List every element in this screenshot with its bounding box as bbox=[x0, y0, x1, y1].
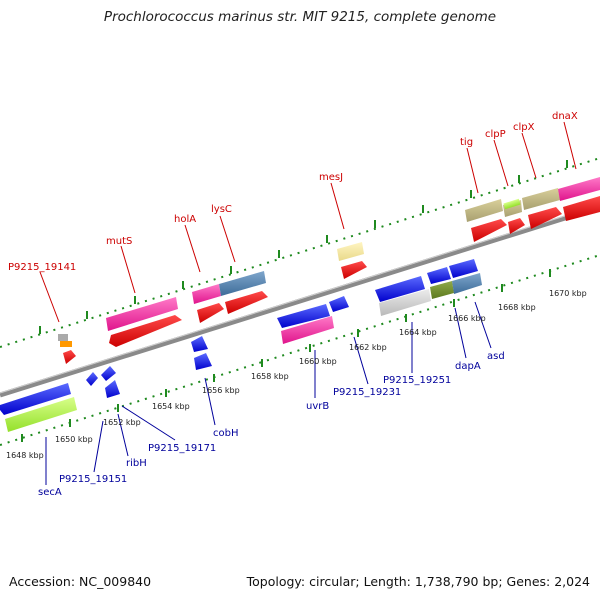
gene-cobH-arrow2[interactable] bbox=[194, 353, 212, 370]
label-P9215_19151[interactable]: P9215_19151 bbox=[59, 474, 127, 485]
label-lysC[interactable]: lysC bbox=[211, 204, 232, 215]
gene-small-orange[interactable] bbox=[60, 341, 72, 347]
tick-label: 1656 kbp bbox=[202, 386, 240, 395]
gene-holA-arrow[interactable] bbox=[197, 303, 224, 323]
label-clpX[interactable]: clpX bbox=[513, 122, 535, 133]
label-uvrB[interactable]: uvrB bbox=[306, 401, 329, 412]
label-asd[interactable]: asd bbox=[487, 351, 505, 362]
scale-labels: 1648 kbp 1650 kbp 1652 kbp 1654 kbp 1656… bbox=[6, 289, 587, 460]
label-P9215_19251[interactable]: P9215_19251 bbox=[383, 375, 451, 386]
leader-lines-top bbox=[39, 121, 577, 323]
tick-label: 1654 kbp bbox=[152, 402, 190, 411]
labels-top: P9215_19141 mutS holA lysC mesJ tig clpP… bbox=[8, 111, 578, 273]
bottom-track bbox=[0, 254, 600, 446]
gene-P9215_19251-box[interactable] bbox=[379, 289, 431, 316]
map-title: Prochlorococcus marinus str. MIT 9215, c… bbox=[103, 9, 497, 25]
tick-label: 1664 kbp bbox=[399, 328, 437, 337]
label-dnaX[interactable]: dnaX bbox=[552, 111, 578, 122]
label-clpP[interactable]: clpP bbox=[485, 129, 506, 140]
gene-mutS-arrow[interactable] bbox=[109, 315, 182, 347]
tick-label: 1668 kbp bbox=[498, 303, 536, 312]
gene-secA-arrow[interactable] bbox=[0, 383, 71, 415]
genome-stats-text: Topology: circular; Length: 1,738,790 bp… bbox=[246, 574, 590, 589]
label-P9215_19171[interactable]: P9215_19171 bbox=[148, 443, 216, 454]
gene-dapA-box[interactable] bbox=[430, 281, 454, 299]
label-P9215_19231[interactable]: P9215_19231 bbox=[333, 387, 401, 398]
gene-cobH-arrow1[interactable] bbox=[191, 336, 208, 352]
tick-label: 1648 kbp bbox=[6, 451, 44, 460]
backbone-highlight bbox=[0, 204, 600, 394]
gene-P9215_19171-arrow[interactable] bbox=[105, 380, 120, 398]
tick-label: 1652 kbp bbox=[103, 418, 141, 427]
gene-uvrB-box[interactable] bbox=[281, 316, 334, 344]
tick-label: 1660 kbp bbox=[299, 357, 337, 366]
genome-backbone bbox=[0, 204, 600, 398]
gene-mutS-box[interactable] bbox=[106, 297, 178, 331]
tick-label: 1658 kbp bbox=[251, 372, 289, 381]
gene-holA-box[interactable] bbox=[192, 284, 221, 304]
tick-label: 1650 kbp bbox=[55, 435, 93, 444]
gene-clpP-lime[interactable] bbox=[503, 198, 521, 210]
gene-ribH-arrow[interactable] bbox=[101, 366, 116, 381]
label-mesJ[interactable]: mesJ bbox=[319, 172, 343, 183]
gene-mesJ-box[interactable] bbox=[337, 242, 364, 261]
label-ribH[interactable]: ribH bbox=[126, 458, 147, 469]
accession-text: Accession: NC_009840 bbox=[9, 574, 152, 589]
label-dapA[interactable]: dapA bbox=[455, 361, 481, 372]
gene-small-grey[interactable] bbox=[58, 334, 68, 341]
gene-tig-arrow[interactable] bbox=[471, 219, 507, 242]
gene-P9215_19141-arrow[interactable] bbox=[63, 350, 76, 364]
gene-secA-box[interactable] bbox=[5, 397, 77, 432]
gene-dnaX-arrow[interactable] bbox=[563, 196, 600, 221]
labels-bottom: secA P9215_19151 ribH P9215_19171 cobH u… bbox=[38, 351, 505, 498]
track-ticks bbox=[21, 160, 568, 442]
gene-asd-box[interactable] bbox=[452, 273, 482, 294]
gene-clpP-arrow[interactable] bbox=[508, 218, 525, 234]
gene-mesJ-arrow[interactable] bbox=[341, 261, 367, 279]
gene-P9215_19251-arrow[interactable] bbox=[375, 276, 425, 302]
gene-lysC-arrow[interactable] bbox=[225, 291, 268, 314]
label-holA[interactable]: holA bbox=[174, 214, 196, 225]
gene-dnaX-box[interactable] bbox=[558, 177, 600, 201]
gene-lysC-box[interactable] bbox=[219, 271, 266, 296]
gene-asd-arrow[interactable] bbox=[449, 259, 478, 278]
gene-uvrB-arrow[interactable] bbox=[277, 304, 330, 328]
genes-reverse bbox=[0, 259, 482, 432]
label-secA[interactable]: secA bbox=[38, 487, 62, 498]
label-mutS[interactable]: mutS bbox=[106, 236, 132, 247]
tick-label: 1662 kbp bbox=[349, 343, 387, 352]
label-tig[interactable]: tig bbox=[460, 137, 473, 148]
gene-dapA-arrow[interactable] bbox=[427, 267, 451, 284]
gene-P9215_19151-arrow[interactable] bbox=[86, 372, 98, 386]
gene-clpX-arrow[interactable] bbox=[528, 207, 562, 229]
gene-clpX-box[interactable] bbox=[522, 188, 560, 210]
gene-tig-box[interactable] bbox=[465, 199, 503, 222]
gene-P9215_19231-arrow[interactable] bbox=[329, 296, 349, 312]
label-cobH[interactable]: cobH bbox=[213, 428, 238, 439]
top-track bbox=[0, 157, 600, 348]
tick-label: 1670 kbp bbox=[549, 289, 587, 298]
genes-forward bbox=[58, 177, 600, 364]
label-P9215_19141[interactable]: P9215_19141 bbox=[8, 262, 76, 273]
tick-label: 1666 kbp bbox=[448, 314, 486, 323]
leader-lines-bottom bbox=[45, 301, 492, 485]
